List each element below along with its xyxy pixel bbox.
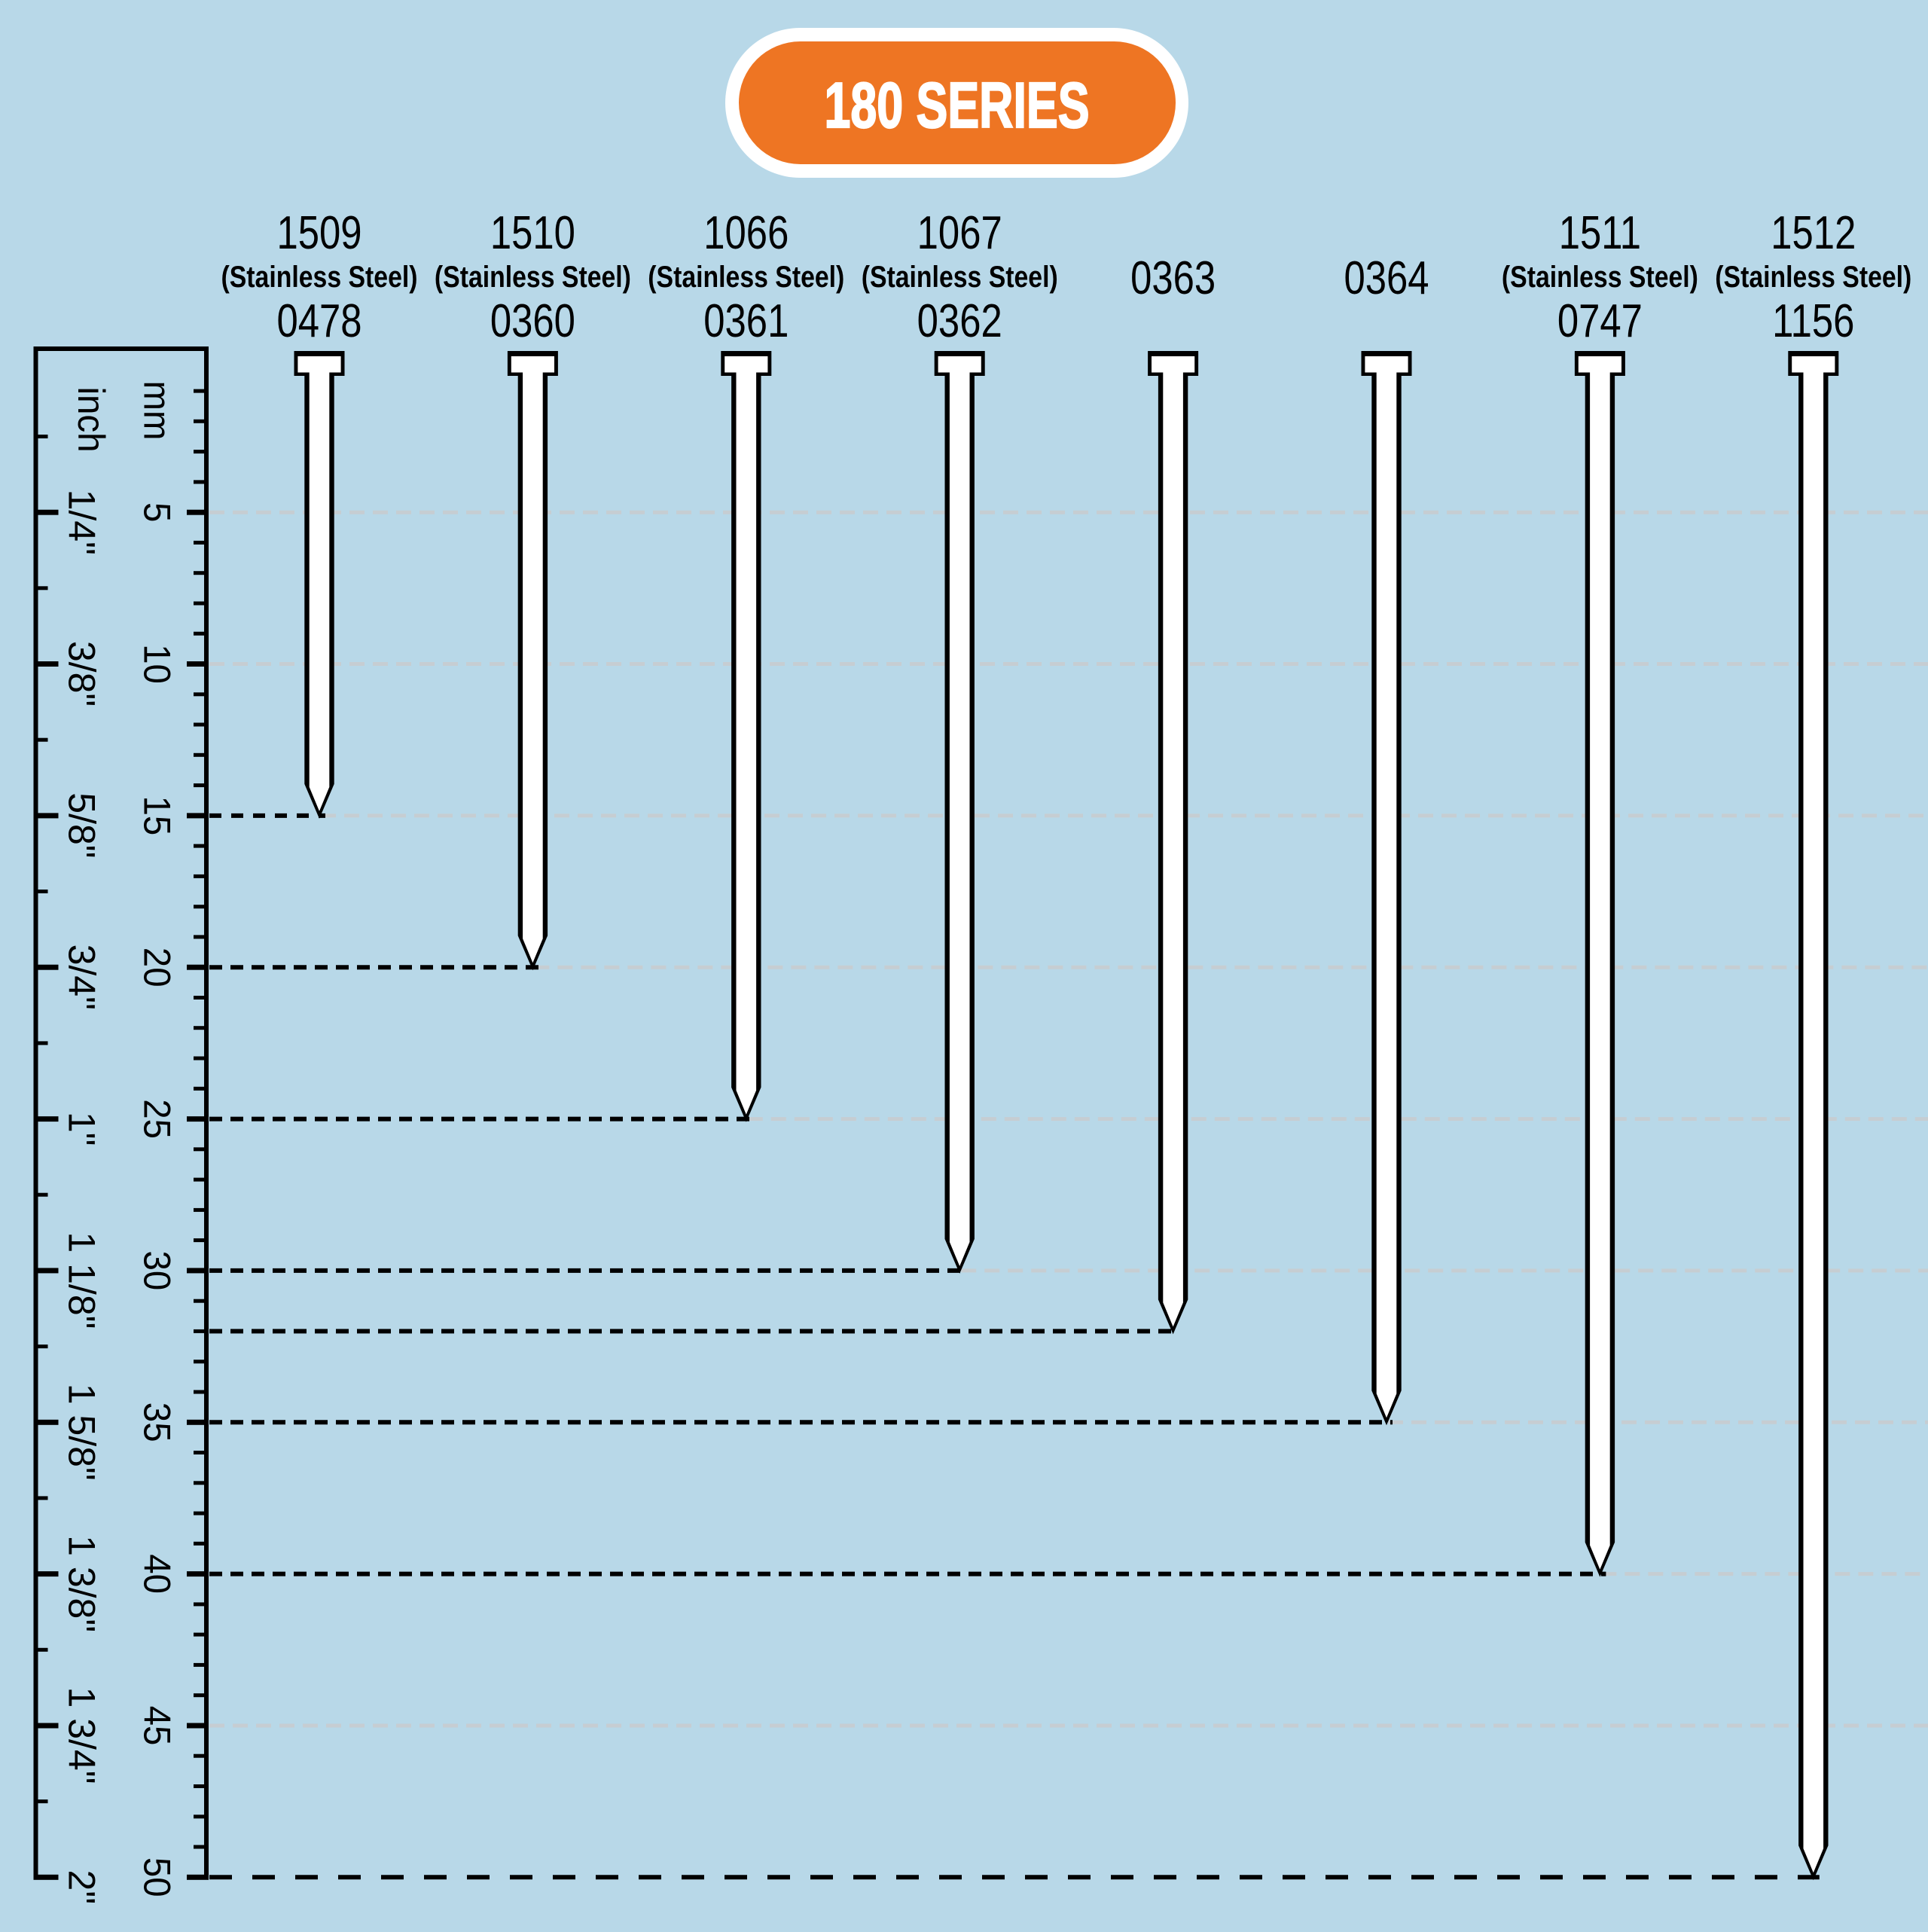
svg-text:0361: 0361 [703, 295, 789, 347]
svg-text:1": 1" [61, 1112, 103, 1146]
svg-text:0478: 0478 [276, 295, 362, 347]
svg-text:40: 40 [136, 1554, 177, 1594]
svg-text:30: 30 [136, 1250, 177, 1290]
svg-text:1 5/8": 1 5/8" [61, 1384, 103, 1481]
svg-text:0747: 0747 [1557, 295, 1643, 347]
svg-text:1156: 1156 [1772, 295, 1854, 347]
svg-text:10: 10 [136, 644, 177, 684]
svg-text:3/4": 3/4" [61, 945, 103, 1010]
svg-text:0363: 0363 [1130, 252, 1216, 304]
svg-text:1 3/4": 1 3/4" [61, 1687, 103, 1784]
svg-text:15: 15 [136, 795, 177, 835]
svg-text:2": 2" [61, 1870, 103, 1905]
svg-text:180 SERIES: 180 SERIES [824, 69, 1089, 142]
svg-text:0360: 0360 [490, 295, 575, 347]
svg-text:mm: mm [136, 380, 177, 440]
svg-text:0362: 0362 [917, 295, 1002, 347]
svg-text:3/8": 3/8" [61, 641, 103, 707]
svg-text:35: 35 [136, 1402, 177, 1442]
svg-text:1067: 1067 [917, 207, 1002, 259]
svg-text:1510: 1510 [490, 207, 575, 259]
svg-text:1511: 1511 [1559, 207, 1641, 259]
svg-text:5: 5 [136, 502, 177, 522]
svg-text:1512: 1512 [1771, 207, 1856, 259]
svg-text:1 1/8": 1 1/8" [61, 1232, 103, 1329]
svg-text:0364: 0364 [1344, 252, 1429, 304]
svg-text:inch: inch [70, 386, 111, 452]
svg-text:(Stainless Steel): (Stainless Steel) [1502, 259, 1698, 293]
svg-text:1066: 1066 [703, 207, 789, 259]
svg-text:1/4": 1/4" [61, 490, 103, 555]
svg-text:5/8": 5/8" [61, 792, 103, 858]
svg-text:25: 25 [136, 1099, 177, 1139]
svg-text:1 3/8": 1 3/8" [61, 1535, 103, 1632]
svg-text:(Stainless Steel): (Stainless Steel) [648, 259, 844, 293]
svg-text:1509: 1509 [276, 207, 362, 259]
svg-text:(Stainless Steel): (Stainless Steel) [1715, 259, 1911, 293]
svg-text:50: 50 [136, 1857, 177, 1897]
svg-text:20: 20 [136, 948, 177, 987]
svg-text:(Stainless Steel): (Stainless Steel) [435, 259, 631, 293]
svg-text:(Stainless Steel): (Stainless Steel) [862, 259, 1058, 293]
svg-text:(Stainless Steel): (Stainless Steel) [221, 259, 417, 293]
svg-text:45: 45 [136, 1706, 177, 1746]
